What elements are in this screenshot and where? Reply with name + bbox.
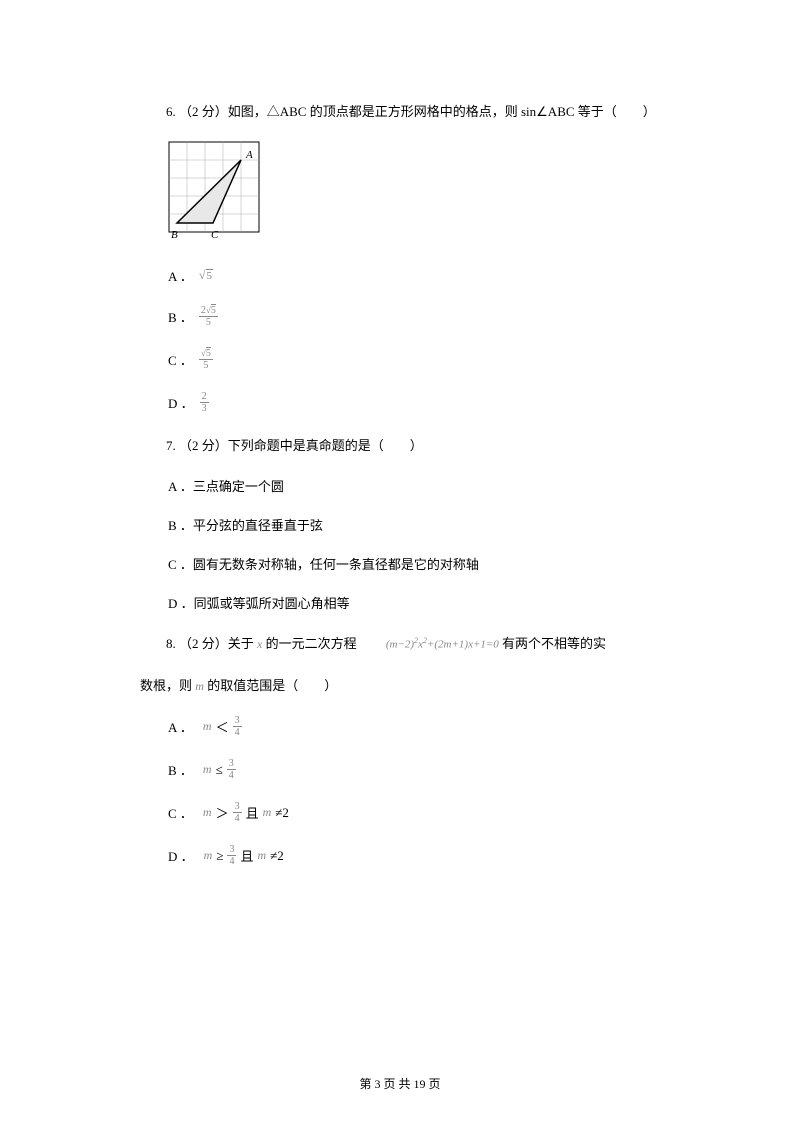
extra2: ≠2 (275, 805, 289, 821)
svg-text:B: B (171, 229, 178, 241)
page-footer: 第 3 页 共 19 页 (0, 1075, 800, 1092)
q8-text-before: 8. （2 分）关于 (166, 636, 257, 651)
var: m (203, 805, 212, 820)
var: m (204, 848, 213, 863)
svg-text:C: C (211, 229, 219, 241)
q8-var-x: x (257, 637, 262, 651)
frac-expr: 34 (227, 844, 236, 867)
q6-text: 6. （2 分）如图，△ABC 的顶点都是正方形网格中的格点，则 sin∠ABC… (140, 100, 660, 123)
q6-figure: A B C (168, 141, 660, 246)
q8-text-line2: 数根，则 m 的取值范围是（ ） (140, 674, 660, 698)
option-label: D ． (168, 393, 194, 412)
option-label: C ． (168, 350, 193, 369)
q7-option-b: B ．平分弦的直径垂直于弦 (168, 515, 660, 534)
q8-text-line1: 8. （2 分）关于 x 的一元二次方程 (m−2)2x2+(2m+1)x+1=… (140, 632, 660, 656)
option-label: C ． (168, 803, 193, 822)
q8-line2-after: 的取值范围是（ ） (207, 678, 337, 693)
q7-option-c: C ．圆有无数条对称轴，任何一条直径都是它的对称轴 (168, 554, 660, 573)
q6-option-d: D ． 2 3 (168, 391, 660, 414)
frac-expr: 2 3 (200, 391, 209, 414)
extra2: ≠2 (270, 848, 284, 864)
q8-var-m: m (195, 679, 204, 693)
op: ≤ (216, 762, 223, 778)
q6-option-b: B ． 2√5 5 (168, 305, 660, 328)
q8-option-a: A ． m ＜ 34 (168, 715, 660, 738)
q7-text: 7. （2 分）下列命题中是真命题的是（ ） (140, 434, 660, 457)
q7-option-d: D ．同弧或等弧所对圆心角相等 (168, 593, 660, 612)
q6-option-a: A ． 5 (168, 266, 660, 285)
option-label: B ． (168, 307, 193, 326)
var2: m (257, 848, 266, 863)
option-label: A ． (168, 717, 193, 736)
op: ≥ (216, 848, 223, 864)
q6-option-c: C ． √5 5 (168, 348, 660, 371)
q7-option-a: A ．三点确定一个圆 (168, 476, 660, 495)
var: m (203, 762, 212, 777)
frac-expr: 34 (227, 758, 236, 781)
q8-text-mid: 的一元二次方程 (266, 636, 360, 651)
var2: m (263, 805, 272, 820)
op: ＜ (216, 717, 229, 736)
option-label: B ． (168, 760, 193, 779)
q8-option-d: D ． m ≥ 34 且 m ≠2 (168, 844, 660, 867)
q8-equation: (m−2)2x2+(2m+1)x+1=0 (360, 634, 499, 655)
option-label: A ． (168, 266, 193, 285)
q8-line2-before: 数根，则 (140, 678, 195, 693)
sqrt-expr: 5 (199, 268, 213, 283)
q8-text-after: 有两个不相等的实 (502, 636, 606, 651)
var: m (203, 719, 212, 734)
extra: 且 (246, 803, 259, 822)
extra: 且 (240, 846, 253, 865)
frac-expr: 34 (233, 715, 242, 738)
frac-expr: 2√5 5 (199, 305, 218, 328)
svg-text:A: A (245, 149, 253, 161)
q8-option-c: C ． m ＞ 34 且 m ≠2 (168, 801, 660, 824)
op: ＞ (216, 803, 229, 822)
q8-option-b: B ． m ≤ 34 (168, 758, 660, 781)
frac-expr: √5 5 (199, 348, 213, 371)
option-label: D ． (168, 846, 194, 865)
frac-expr: 34 (233, 801, 242, 824)
